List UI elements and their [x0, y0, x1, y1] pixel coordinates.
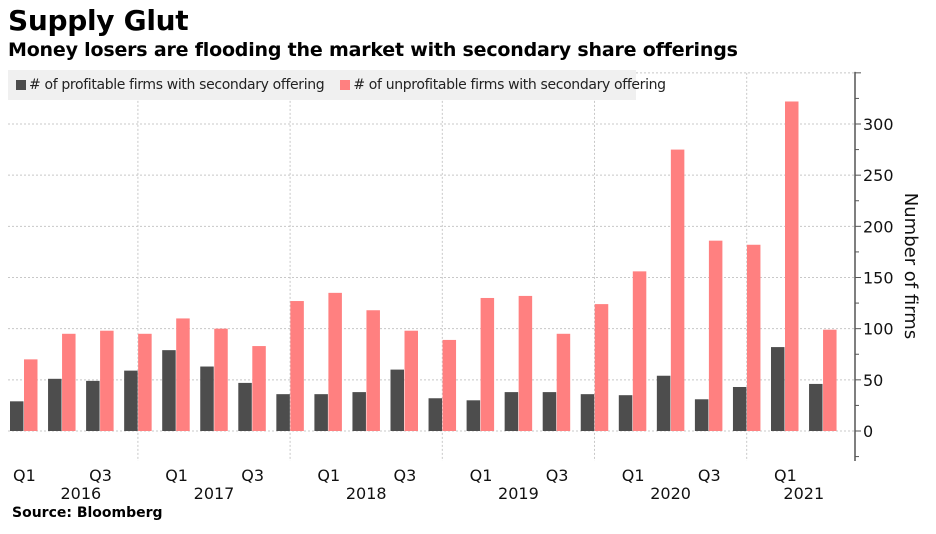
bar-profitable: [809, 383, 823, 431]
bar-profitable: [200, 366, 214, 431]
x-tick-label: Q3: [241, 466, 264, 485]
bar-unprofitable: [708, 240, 723, 431]
bar-profitable: [276, 394, 290, 431]
bar-unprofitable: [62, 333, 76, 431]
bar-unprofitable: [556, 333, 571, 431]
bar-profitable: [732, 386, 747, 431]
bar-profitable: [352, 392, 366, 431]
bar-unprofitable: [785, 101, 799, 431]
bar-unprofitable: [670, 149, 685, 432]
bar-profitable: [771, 347, 785, 431]
bar-profitable: [10, 401, 24, 431]
bars: [10, 101, 837, 432]
y-tick-label: 0: [863, 422, 873, 441]
bar-unprofitable: [442, 339, 457, 431]
x-year-label: 2020: [650, 484, 691, 503]
bar-profitable: [124, 370, 138, 431]
bar-unprofitable: [290, 301, 304, 431]
x-tick-label: Q1: [622, 466, 645, 485]
x-tick-label: Q3: [698, 466, 721, 485]
x-tick-label: Q1: [317, 466, 340, 485]
bar-profitable: [48, 378, 62, 431]
y-tick-label: 250: [863, 166, 894, 185]
bar-profitable: [314, 394, 328, 431]
x-tick-label: Q1: [774, 466, 797, 485]
y-tick-label: 50: [863, 371, 883, 390]
x-year-label: 2018: [346, 484, 387, 503]
legend-item-unprofitable: # of unprofitable firms with secondary o…: [340, 77, 666, 93]
bar-profitable: [238, 382, 252, 431]
y-tick-label: 200: [863, 217, 894, 236]
y-axis-title: Number of firms: [900, 193, 921, 339]
y-tick-label: 150: [863, 269, 894, 288]
bar-unprofitable: [100, 330, 114, 431]
legend-swatch-profitable: [16, 80, 26, 90]
bar-unprofitable: [480, 297, 495, 431]
bar-profitable: [466, 400, 481, 431]
x-tick-label: Q3: [394, 466, 417, 485]
bar-profitable: [162, 350, 176, 431]
bar-unprofitable: [518, 295, 533, 431]
y-tick-label: 300: [863, 115, 894, 134]
x-tick-label: Q3: [546, 466, 569, 485]
legend-label-profitable: # of profitable firms with secondary off…: [29, 77, 325, 93]
bar-profitable: [428, 398, 443, 431]
bar-unprofitable: [24, 359, 38, 431]
bar-profitable: [580, 394, 595, 431]
x-tick-label: Q1: [470, 466, 493, 485]
bar-unprofitable: [138, 333, 152, 431]
chart-subtitle: Money losers are flooding the market wit…: [8, 39, 738, 61]
source-note: Source: Bloomberg: [12, 505, 163, 521]
legend: # of profitable firms with secondary off…: [8, 70, 666, 100]
x-tick-label: Q1: [165, 466, 188, 485]
x-year-label: 2017: [194, 484, 235, 503]
bar-unprofitable: [746, 244, 761, 431]
bar-unprofitable: [823, 329, 837, 431]
x-year-label: 2021: [783, 484, 824, 503]
bar-unprofitable: [214, 328, 228, 431]
legend-swatch-unprofitable: [340, 80, 351, 90]
x-year-label: 2019: [498, 484, 539, 503]
x-tick-label: Q3: [89, 466, 112, 485]
bar-profitable: [542, 392, 557, 431]
chart-title: Supply Glut: [8, 4, 189, 37]
bar-profitable: [86, 380, 100, 431]
y-axis: 0 50 100 150 200 250 300: [854, 71, 894, 461]
x-axis: Q1 Q3 Q1 Q3 Q1 Q3 Q1 Q3 Q1 Q3 Q1 2016 2017 2018 2019 20…: [13, 466, 824, 503]
bar-profitable: [390, 369, 404, 431]
bar-unprofitable: [366, 310, 380, 431]
bar-unprofitable: [404, 330, 418, 431]
x-tick-label: Q1: [13, 466, 36, 485]
legend-item-profitable: # of profitable firms with secondary off…: [16, 77, 325, 93]
bar-profitable: [656, 375, 671, 431]
bar-unprofitable: [594, 304, 609, 431]
bar-unprofitable: [632, 271, 647, 431]
bar-profitable: [618, 395, 633, 431]
legend-label-unprofitable: # of unprofitable firms with secondary o…: [353, 77, 666, 93]
y-tick-label: 100: [863, 320, 894, 339]
bar-unprofitable: [328, 292, 342, 431]
bar-profitable: [694, 399, 709, 431]
x-year-label: 2016: [60, 484, 101, 503]
bar-profitable: [504, 392, 519, 431]
bar-unprofitable: [252, 346, 266, 431]
bar-unprofitable: [176, 318, 190, 431]
